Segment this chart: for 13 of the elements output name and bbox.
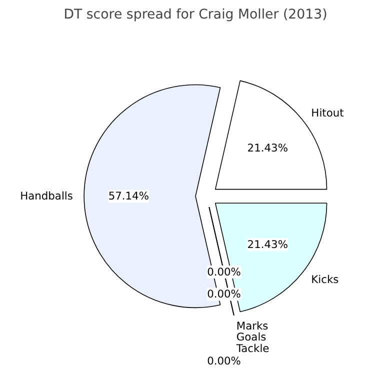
category-label: Marks xyxy=(236,320,268,333)
data-label: 21.43% xyxy=(247,238,288,252)
slice-label: Kicks xyxy=(311,272,340,286)
text: 0.00% xyxy=(207,354,241,368)
text: 0.00% xyxy=(207,265,241,278)
slice-label: Hitout xyxy=(311,106,344,120)
chart-title: DT score spread for Craig Moller (2013) xyxy=(64,8,328,22)
slice-label: Handballs xyxy=(20,190,74,203)
category-label: Tackle xyxy=(236,342,270,355)
category-label: Goals xyxy=(236,330,266,344)
data-label: 57.14% xyxy=(108,190,149,203)
data-label: 21.43% xyxy=(247,141,288,154)
text: 0.00% xyxy=(207,288,241,301)
